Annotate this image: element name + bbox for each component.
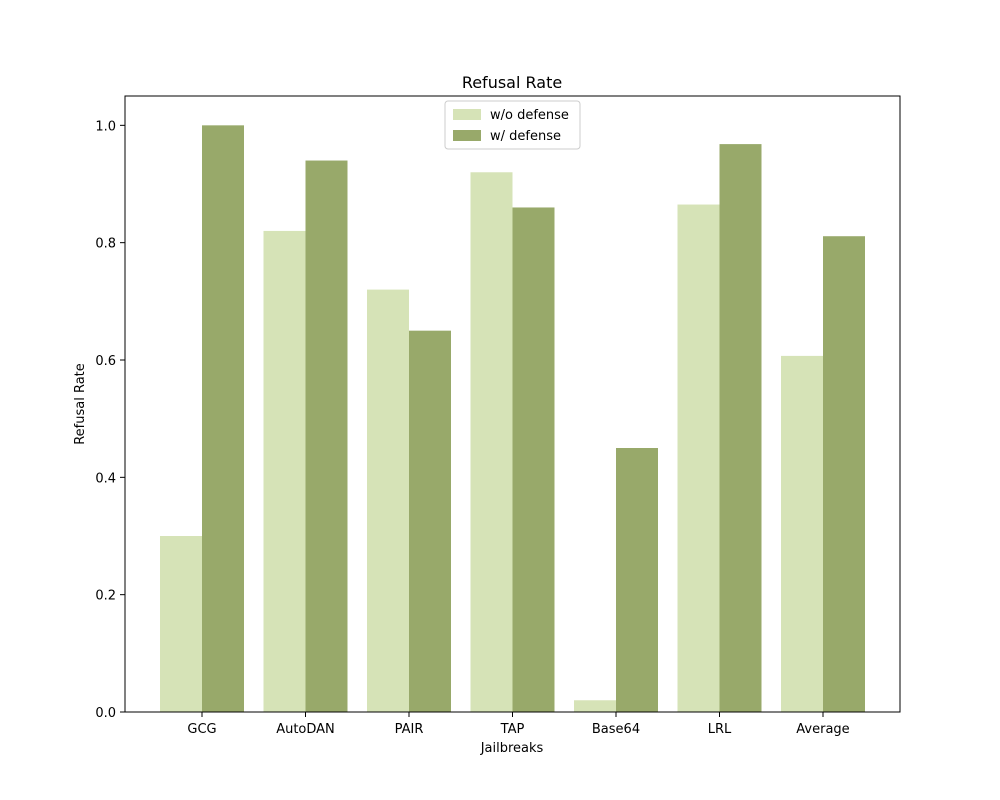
chart-title: Refusal Rate	[462, 73, 562, 92]
bar-pair-with-defense	[409, 330, 451, 712]
x-tick-label-tap: TAP	[500, 722, 525, 737]
bar-average-with-defense	[823, 236, 865, 713]
legend-swatch-with-defense	[453, 130, 481, 141]
bar-base64-with-defense	[616, 448, 658, 712]
legend-swatch-without-defense	[453, 109, 481, 120]
bars-group	[160, 125, 865, 713]
legend: w/o defense w/ defense	[444, 100, 581, 150]
x-tick-label-lrl: LRL	[708, 722, 732, 737]
y-tick-label: 0.6	[95, 354, 116, 369]
legend-label-with-defense: w/ defense	[490, 129, 561, 144]
bar-gcg-with-defense	[202, 125, 244, 713]
x-tick-label-base64: Base64	[592, 722, 640, 737]
x-tick-label-average: Average	[796, 722, 849, 737]
x-tick-label-gcg: GCG	[187, 722, 216, 737]
x-tick-label-autodan: AutoDAN	[276, 722, 335, 737]
bar-pair-without-defense	[367, 289, 409, 712]
bar-tap-with-defense	[512, 207, 555, 712]
x-axis-title: Jailbreaks	[480, 741, 544, 756]
y-tick-label: 0.4	[95, 471, 116, 486]
bar-average-without-defense	[781, 355, 823, 712]
y-tick-label: 0.8	[95, 237, 116, 252]
legend-label-without-defense: w/o defense	[490, 108, 569, 123]
bar-tap-without-defense	[470, 172, 513, 712]
y-tick-label: 0.2	[95, 589, 116, 604]
y-tick-label: 1.0	[95, 119, 116, 134]
y-tick-label: 0.0	[95, 706, 116, 721]
y-axis-title: Refusal Rate	[73, 363, 88, 445]
bar-lrl-with-defense	[719, 144, 762, 712]
y-axis-ticks: 0.0 0.2 0.4 0.6 0.8 1.0	[95, 119, 125, 721]
bar-base64-without-defense	[574, 700, 616, 712]
x-axis-ticks: GCG AutoDAN PAIR TAP Base64 LRL Average	[187, 712, 850, 737]
x-tick-label-pair: PAIR	[395, 722, 424, 737]
bar-gcg-without-defense	[160, 536, 202, 712]
bar-autodan-with-defense	[305, 160, 348, 713]
bar-autodan-without-defense	[263, 230, 306, 712]
bar-lrl-without-defense	[677, 204, 720, 713]
